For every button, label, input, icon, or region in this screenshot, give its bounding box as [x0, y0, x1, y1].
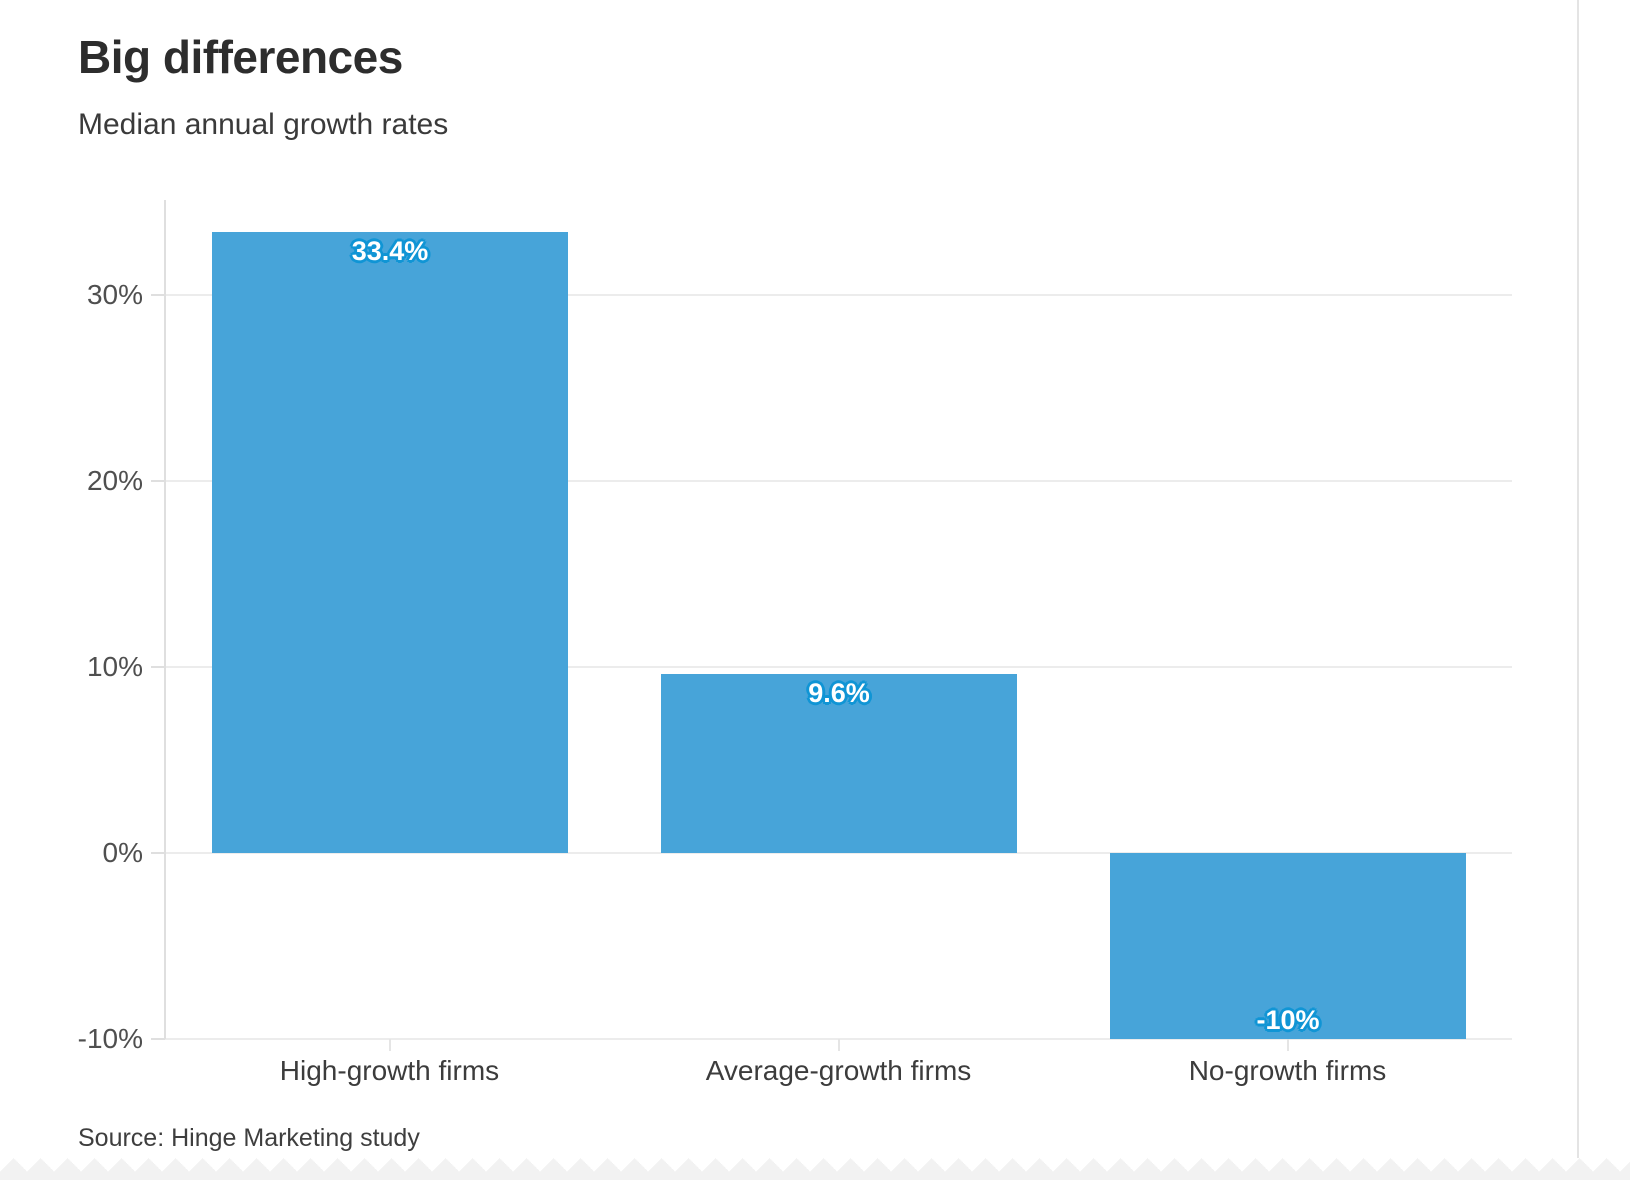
x-axis-tick: [1287, 1039, 1289, 1051]
x-axis-tick: [838, 1039, 840, 1051]
source-note: Source: Hinge Marketing study: [78, 1124, 420, 1152]
bar-value-label: 9.6%: [808, 678, 870, 708]
y-axis-tick: [151, 294, 165, 296]
embed-right-border: [1577, 0, 1579, 1180]
y-axis-tick: [151, 666, 165, 668]
gridline: [165, 852, 1512, 854]
y-axis-tick-label: 0%: [102, 837, 143, 868]
bar: [212, 232, 568, 853]
gridline: [165, 480, 1512, 482]
bar: [661, 674, 1017, 853]
y-axis-line: [164, 200, 166, 1039]
y-axis-tick: [151, 480, 165, 482]
x-axis-category-label: Average-growth firms: [705, 1055, 972, 1086]
x-axis-tick: [389, 1039, 391, 1051]
gridline: [165, 294, 1512, 296]
y-axis-tick-label: 30%: [86, 279, 143, 310]
chart-subtitle: Median annual growth rates: [78, 108, 449, 141]
gridline: [165, 666, 1512, 668]
bottom-pattern-band: [0, 1158, 1630, 1180]
y-axis-tick-label: 10%: [86, 651, 143, 682]
bar: [1110, 853, 1466, 1039]
chart-title: Big differences: [78, 31, 403, 83]
y-axis-tick: [151, 852, 165, 854]
y-axis-tick-label: 20%: [86, 465, 143, 496]
x-axis-category-label: High-growth firms: [279, 1055, 500, 1086]
x-axis-category-label: No-growth firms: [1188, 1055, 1387, 1086]
bar-value-label: -10%: [1256, 1005, 1320, 1035]
bar-value-label: 33.4%: [351, 236, 429, 266]
y-axis-tick-label: -10%: [77, 1023, 143, 1054]
y-axis-tick: [151, 1038, 165, 1040]
